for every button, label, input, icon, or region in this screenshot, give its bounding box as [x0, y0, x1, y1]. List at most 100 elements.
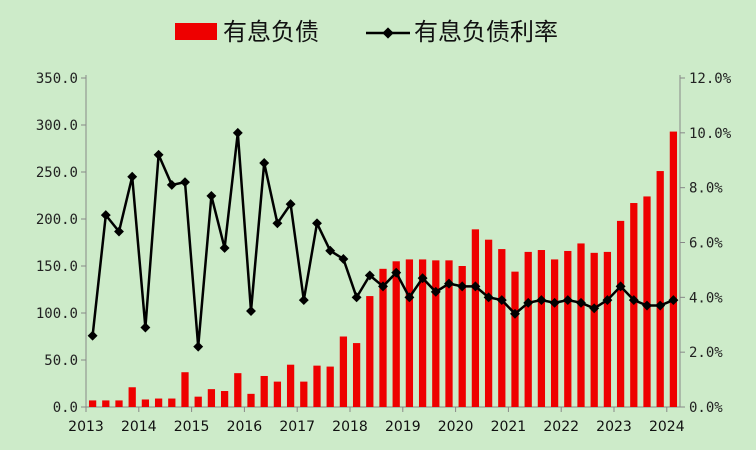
point-rate [430, 286, 441, 297]
bar-debt [379, 268, 387, 407]
point-rate [193, 341, 204, 352]
point-rate [668, 295, 679, 306]
bar-debt [616, 220, 625, 407]
point-rate [576, 297, 586, 308]
x-tick-label: 2019 [385, 419, 421, 435]
x-tick-label: 2018 [332, 419, 368, 435]
bar-debt [405, 259, 414, 407]
point-rate [285, 199, 296, 210]
y-right-tick-label: 4.0% [689, 290, 723, 306]
x-tick-label: 2013 [68, 419, 104, 435]
point-rate [470, 281, 481, 292]
point-rate [325, 245, 336, 256]
bar-debt [669, 131, 678, 407]
legend-label-debt: 有息负债 [223, 18, 319, 46]
bar-debt [484, 239, 493, 407]
bar-debt [168, 398, 176, 407]
point-rate [378, 281, 388, 292]
point-rate [180, 177, 190, 188]
bar-debt [128, 387, 136, 407]
bar-debt [498, 249, 506, 407]
bar-debt [102, 400, 110, 407]
bar-debt [432, 260, 440, 407]
bar-debt [181, 372, 189, 407]
point-rate [114, 226, 124, 237]
y-left-tick-label: 50.0 [44, 353, 78, 369]
point-rate [510, 308, 520, 319]
y-right-tick-label: 6.0% [689, 236, 723, 252]
y-right-tick-label: 0.0% [689, 400, 723, 416]
bar-debt [88, 400, 97, 407]
point-rate [206, 190, 217, 201]
y-right-tick-label: 2.0% [689, 345, 723, 361]
bar-debt [220, 391, 229, 407]
y-left-tick-label: 150.0 [36, 259, 78, 275]
point-rate [483, 292, 494, 303]
y-right-tick-label: 10.0% [689, 126, 732, 142]
point-rate [219, 243, 230, 253]
point-rate [628, 295, 639, 306]
point-rate [246, 306, 256, 316]
point-rate [615, 281, 626, 292]
bar-debt [141, 399, 150, 407]
bar-debt [260, 375, 268, 407]
x-tick-label: 2015 [174, 419, 210, 435]
bar-debt [366, 296, 374, 407]
point-rate [655, 300, 666, 311]
bar-debt [392, 261, 400, 407]
point-rate [87, 330, 98, 341]
bar-debt [313, 365, 321, 407]
legend: 有息负债 有息负债利率 [175, 18, 558, 46]
bar-debt [352, 343, 361, 407]
y-left-tick-label: 100.0 [36, 306, 78, 322]
point-rate [140, 322, 151, 333]
point-rate [523, 297, 534, 308]
bar-debt [286, 364, 295, 407]
bar-debt [418, 259, 427, 407]
legend-marker-rate [382, 27, 394, 39]
point-rate [417, 273, 428, 284]
point-rate [549, 297, 560, 308]
x-tick-label: 2022 [543, 419, 579, 435]
bar-debt [326, 366, 334, 407]
y-left-tick-label: 350.0 [36, 71, 78, 87]
bars-debt [88, 131, 678, 407]
y-left-tick-label: 250.0 [36, 165, 78, 181]
bar-debt [511, 271, 519, 407]
point-rate [457, 281, 468, 292]
bar-debt [154, 398, 163, 407]
bar-debt [471, 229, 480, 407]
point-rate [338, 254, 349, 264]
point-rate [166, 179, 177, 190]
x-tick-label: 2014 [121, 419, 157, 435]
y-left-tick-label: 200.0 [36, 212, 78, 228]
bar-debt [656, 171, 664, 407]
point-rate [153, 149, 164, 160]
point-rate [312, 218, 322, 229]
y-left-tick-label: 300.0 [36, 118, 78, 134]
bar-debt [445, 260, 453, 407]
x-tick-label: 2016 [227, 419, 263, 435]
x-tick-label: 2023 [596, 419, 632, 435]
bar-debt [524, 251, 532, 407]
bar-debt [207, 389, 216, 407]
point-rate [444, 278, 454, 289]
point-rate [496, 295, 507, 306]
legend-label-rate: 有息负债利率 [414, 18, 558, 46]
point-rate [642, 300, 652, 311]
x-ticks: 2013 2014 2015 2016 2017 2018 2019 2020 2021 2022… [68, 407, 685, 435]
line-rate [87, 127, 679, 352]
point-rate [232, 127, 243, 138]
point-rate [127, 171, 138, 182]
bar-debt [603, 251, 612, 407]
bar-debt [194, 396, 202, 407]
bar-debt [590, 252, 598, 407]
y-right-ticks: 0.0% 2.0% 4.0% 6.0% 8.0% 10.0% 12.0% [680, 71, 732, 416]
point-rate [589, 303, 600, 314]
bar-debt [564, 250, 572, 407]
bar-debt [273, 381, 282, 407]
bar-debt [247, 393, 255, 407]
y-left-ticks: 0.0 50.0 100.0 150.0 200.0 250.0 300.0 350.0 [36, 71, 86, 416]
x-tick-label: 2021 [491, 419, 527, 435]
y-left-tick-label: 0.0 [53, 400, 78, 416]
